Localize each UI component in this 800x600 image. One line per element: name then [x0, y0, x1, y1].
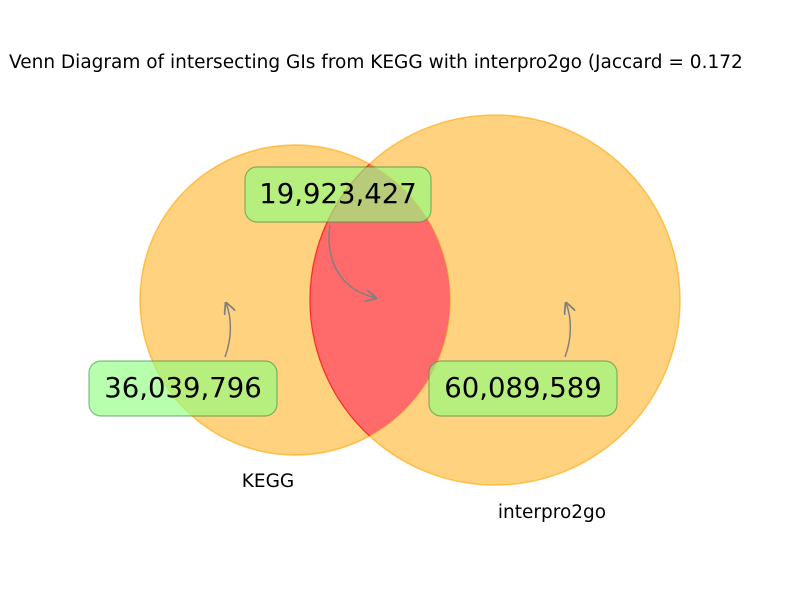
interpro2go-only-arrow [565, 303, 570, 358]
kegg-only-arrow [225, 303, 230, 358]
interpro2go-only-count-box [428, 360, 618, 417]
intersection-arrow [328, 224, 376, 298]
diagram-title: Venn Diagram of intersecting GIs from KE… [9, 52, 743, 73]
intersection-count: 19,923,427 [259, 178, 416, 210]
kegg-only-count: 36,039,796 [104, 372, 261, 404]
kegg-only-count-box [88, 360, 278, 417]
interpro2go-label: interpro2go [498, 502, 606, 523]
intersection-count-box [244, 166, 432, 223]
interpro2go-only-count: 60,089,589 [444, 372, 601, 404]
kegg-label: KEGG [242, 471, 295, 492]
